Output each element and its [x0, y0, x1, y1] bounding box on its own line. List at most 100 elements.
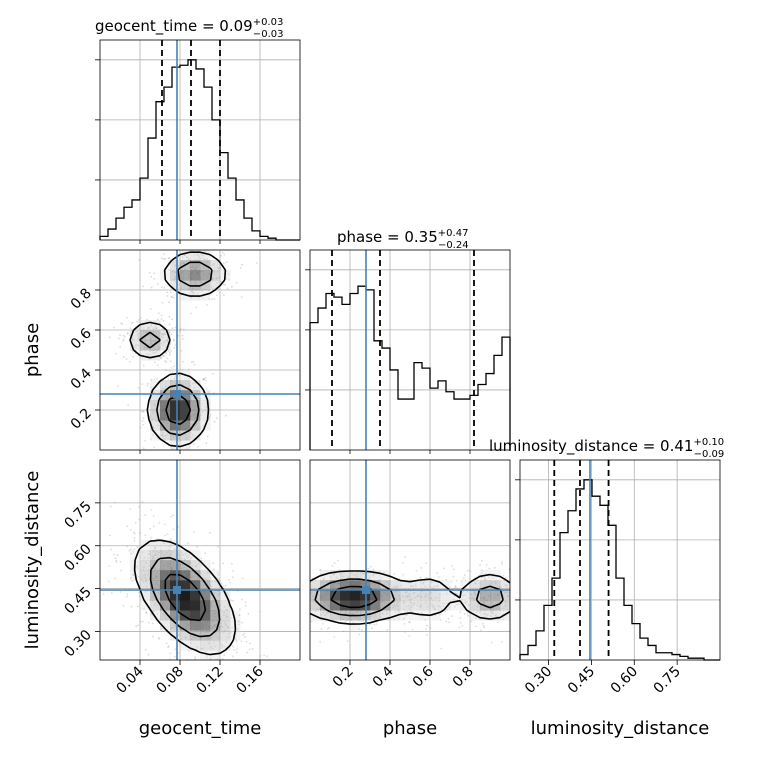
density-cell: [390, 590, 401, 601]
scatter-point: [155, 327, 157, 330]
density-cell: [190, 640, 201, 651]
scatter-point: [537, 600, 539, 602]
density-cell: [470, 600, 481, 611]
scatter-point: [245, 640, 248, 643]
density-cell: [180, 620, 191, 631]
scatter-point: [266, 655, 269, 658]
scatter-point: [501, 563, 504, 565]
scatter-point: [424, 618, 426, 621]
scatter-point: [237, 620, 240, 623]
scatter-point: [516, 575, 518, 577]
scatter-point: [188, 446, 191, 448]
density-cell: [180, 600, 191, 611]
title-phase: phase = 0.35+0.47 −0.24: [337, 228, 469, 251]
scatter-point: [137, 333, 139, 336]
scatter-point: [152, 328, 155, 331]
scatter-point: [159, 453, 161, 455]
scatter-point: [163, 258, 166, 261]
scatter-point: [173, 655, 176, 658]
scatter-point: [421, 612, 423, 614]
scatter-point: [143, 556, 146, 559]
scatter-point: [114, 577, 116, 580]
density-cell: [140, 550, 151, 561]
density-cell: [160, 550, 171, 561]
scatter-point: [241, 263, 244, 266]
scatter-point: [152, 426, 155, 429]
scatter-point: [360, 620, 363, 623]
scatter-point: [469, 578, 471, 580]
scatter-point: [458, 601, 461, 604]
density-cell: [190, 260, 201, 271]
scatter-point: [174, 648, 176, 651]
scatter-point: [518, 607, 520, 609]
density-cell: [200, 410, 211, 421]
density-cell: [180, 610, 191, 621]
y-tick-label-phase: 0.4: [68, 365, 95, 392]
scatter-point: [171, 318, 174, 321]
scatter-point: [210, 286, 213, 288]
scatter-point: [149, 308, 152, 310]
density-cell: [340, 600, 351, 611]
scatter-point: [138, 328, 141, 330]
scatter-point: [205, 442, 208, 445]
scatter-point: [153, 272, 156, 275]
scatter-point: [314, 610, 317, 613]
scatter-point: [241, 634, 244, 636]
scatter-point: [207, 642, 210, 644]
scatter-point: [520, 605, 522, 607]
scatter-point: [167, 350, 170, 353]
title-main-geocent-time: geocent_time = 0.09: [95, 17, 253, 36]
density-cell: [310, 600, 321, 611]
scatter-point: [459, 617, 462, 620]
scatter-point: [181, 334, 184, 337]
scatter-point: [141, 420, 144, 422]
scatter-point: [169, 652, 172, 654]
scatter-point: [223, 585, 225, 588]
xlabel-phase: phase: [383, 718, 437, 739]
scatter-point: [150, 276, 153, 278]
density-cell: [170, 560, 181, 571]
scatter-point: [223, 630, 226, 633]
scatter-point: [170, 544, 172, 546]
scatter-point: [152, 351, 155, 354]
density-cell: [180, 420, 191, 431]
pair-panel-geocent-time-vs-luminosity-distance: [99, 459, 301, 674]
scatter-point: [177, 631, 180, 633]
scatter-point: [396, 585, 399, 588]
scatter-point: [200, 647, 203, 650]
scatter-point: [130, 605, 133, 608]
scatter-point: [227, 661, 229, 663]
scatter-point: [168, 268, 170, 271]
scatter-point: [230, 631, 233, 634]
scatter-point: [420, 604, 423, 607]
scatter-point: [397, 610, 400, 613]
scatter-point: [204, 409, 207, 412]
scatter-point: [369, 623, 371, 626]
density-cell: [190, 380, 201, 391]
scatter-point: [131, 349, 134, 352]
scatter-point: [173, 547, 176, 550]
scatter-point: [221, 644, 224, 647]
scatter-point: [194, 382, 197, 384]
scatter-point: [223, 606, 226, 608]
scatter-point: [205, 406, 208, 408]
scatter-point: [244, 636, 246, 639]
scatter-point: [419, 576, 422, 579]
scatter-point: [124, 335, 126, 338]
density-cell: [160, 590, 171, 601]
scatter-point: [148, 544, 151, 546]
scatter-point: [447, 617, 450, 620]
scatter-point: [514, 588, 516, 590]
scatter-point: [171, 296, 174, 299]
scatter-point: [152, 525, 155, 528]
density-cell: [130, 550, 141, 561]
density-cell: [210, 620, 221, 631]
scatter-point: [203, 257, 206, 260]
scatter-point: [193, 672, 195, 674]
scatter-point: [464, 601, 466, 604]
panel-body: [310, 460, 539, 660]
scatter-point: [240, 296, 243, 299]
scatter-point: [332, 573, 335, 576]
scatter-point: [182, 328, 185, 331]
scatter-point: [138, 259, 141, 261]
